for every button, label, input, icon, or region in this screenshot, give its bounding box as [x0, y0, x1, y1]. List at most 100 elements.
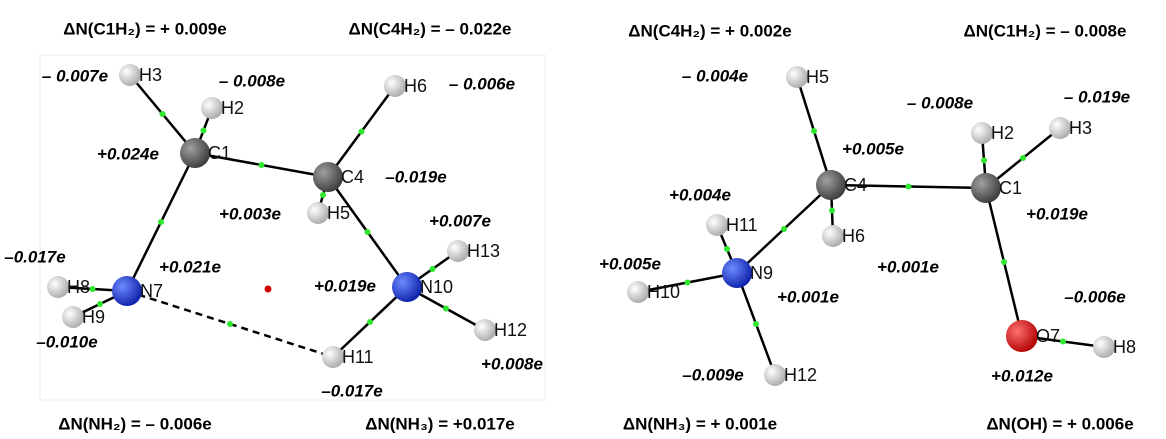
- charge-label: –0.009e: [682, 365, 743, 384]
- atom-label: H8: [1113, 337, 1136, 357]
- charge-label: +0.007e: [429, 211, 491, 230]
- atom: [47, 276, 69, 298]
- critical-point: [320, 192, 326, 198]
- atom: [816, 170, 846, 200]
- critical-point: [906, 184, 912, 190]
- atom: [447, 240, 469, 262]
- atom-label: N9: [750, 263, 773, 283]
- atom-label: H6: [842, 226, 865, 246]
- summary: ΔN(C1H₂) = + 0.009e: [63, 19, 226, 38]
- atom-label: H5: [806, 67, 829, 87]
- atom: [722, 258, 752, 288]
- atom: [392, 272, 422, 302]
- atom: [971, 122, 993, 144]
- summary: ΔN(C4H₂) = + 0.002e: [628, 21, 791, 40]
- atom: [1093, 336, 1115, 358]
- critical-point: [781, 226, 787, 232]
- charge-label: – 0.004e: [682, 66, 748, 85]
- atom-label: H3: [1069, 118, 1092, 138]
- atom-label: H12: [494, 320, 527, 340]
- charge-label: +0.001e: [877, 257, 939, 276]
- critical-point: [201, 128, 207, 134]
- summary: ΔN(OH) = + 0.006e: [986, 414, 1133, 433]
- atom: [1006, 320, 1038, 352]
- charge-label: +0.021e: [159, 257, 221, 276]
- critical-point: [724, 246, 730, 252]
- charge-label: +0.024e: [97, 144, 159, 163]
- atom-label: C1: [208, 143, 231, 163]
- atom-label: C4: [341, 167, 364, 187]
- atom: [384, 75, 406, 97]
- diagram: H3H2C1C4H6H5N7N10H8H9H13H12H11– 0.007e– …: [0, 0, 1166, 439]
- critical-point: [1060, 339, 1066, 345]
- atom: [307, 202, 329, 224]
- summary: ΔN(C4H₂) = – 0.022e: [349, 19, 512, 38]
- charge-label: +0.005e: [842, 139, 904, 158]
- charge-label: – 0.019e: [1064, 87, 1130, 106]
- bonds: [58, 75, 1104, 375]
- charge-label: –0.017e: [4, 247, 65, 266]
- atom-label: H8: [67, 277, 90, 297]
- critical-point: [829, 208, 835, 214]
- critical-point: [811, 128, 817, 134]
- atom: [971, 173, 1001, 203]
- atom-label: H5: [327, 203, 350, 223]
- critical-point: [443, 306, 449, 312]
- atom-label: H9: [82, 307, 105, 327]
- atom: [62, 306, 84, 328]
- charge-label: +0.005e: [599, 254, 661, 273]
- summary: ΔN(NH₃) = +0.017e: [365, 414, 515, 433]
- atom: [706, 214, 728, 236]
- atom: [201, 97, 223, 119]
- atom-label: H2: [991, 123, 1014, 143]
- summary: ΔN(NH₂) = – 0.006e: [58, 414, 211, 433]
- charge-label: +0.004e: [669, 185, 731, 204]
- critical-point: [90, 286, 96, 292]
- critical-point: [1001, 259, 1007, 265]
- charge-label: +0.003e: [219, 204, 281, 223]
- critical-point: [359, 129, 365, 135]
- atom: [1049, 117, 1071, 139]
- atom-label: O7: [1036, 326, 1060, 346]
- charge-label: –0.006e: [1064, 287, 1125, 306]
- charge-label: – 0.007e: [42, 66, 108, 85]
- critical-point: [981, 158, 987, 164]
- ring-point: [265, 286, 272, 293]
- charge-label: – 0.006e: [449, 74, 515, 93]
- summary: ΔN(C1H₂) = – 0.008e: [964, 21, 1127, 40]
- critical-point: [753, 321, 759, 327]
- atom-label: C1: [999, 178, 1022, 198]
- critical-point: [1020, 155, 1026, 161]
- charge-label: – 0.008e: [219, 71, 285, 90]
- atom: [627, 281, 649, 303]
- charge-label: +0.012e: [991, 366, 1053, 385]
- charge-label: –0.019e: [385, 167, 446, 186]
- atom: [322, 346, 344, 368]
- atom-label: H3: [139, 65, 162, 85]
- critical-point: [365, 229, 371, 235]
- critical-point: [367, 319, 373, 325]
- charge-label: +0.008e: [481, 354, 543, 373]
- charge-label: +0.019e: [314, 276, 376, 295]
- atom: [180, 138, 210, 168]
- atom-label: H10: [647, 282, 680, 302]
- charge-label: +0.019e: [1026, 204, 1088, 223]
- atom: [474, 319, 496, 341]
- charge-label: +0.001e: [777, 287, 839, 306]
- atom: [313, 162, 343, 192]
- critical-point: [158, 219, 164, 225]
- critical-point: [685, 280, 691, 286]
- charge-label: –0.010e: [36, 332, 97, 351]
- critical-point: [430, 266, 436, 272]
- atom-label: H13: [467, 241, 500, 261]
- atom: [764, 364, 786, 386]
- atom-label: H11: [726, 215, 758, 235]
- critical-point: [227, 321, 233, 327]
- critical-point: [259, 162, 265, 168]
- charge-label: –0.017e: [321, 381, 382, 400]
- atom-label: H6: [404, 76, 427, 96]
- summary: ΔN(NH₃) = + 0.001e: [623, 414, 777, 433]
- atom-label: H2: [221, 98, 244, 118]
- atom-label: N10: [420, 277, 453, 297]
